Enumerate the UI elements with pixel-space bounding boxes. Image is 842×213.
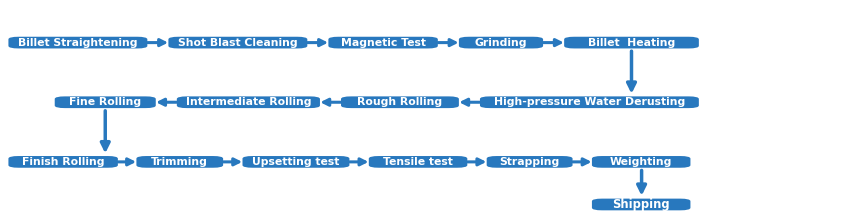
Text: Grinding: Grinding bbox=[475, 38, 527, 47]
Text: Fine Rolling: Fine Rolling bbox=[69, 97, 141, 107]
Text: Shipping: Shipping bbox=[612, 198, 670, 211]
FancyBboxPatch shape bbox=[177, 96, 320, 108]
FancyBboxPatch shape bbox=[487, 156, 573, 168]
FancyBboxPatch shape bbox=[592, 199, 690, 210]
Text: Trimming: Trimming bbox=[152, 157, 208, 167]
Text: Finish Rolling: Finish Rolling bbox=[22, 157, 104, 167]
Text: Upsetting test: Upsetting test bbox=[253, 157, 339, 167]
FancyBboxPatch shape bbox=[8, 37, 147, 48]
FancyBboxPatch shape bbox=[328, 37, 438, 48]
FancyBboxPatch shape bbox=[341, 96, 459, 108]
Text: Strapping: Strapping bbox=[499, 157, 560, 167]
Text: Weighting: Weighting bbox=[610, 157, 673, 167]
FancyBboxPatch shape bbox=[459, 37, 543, 48]
Text: Magnetic Test: Magnetic Test bbox=[341, 38, 425, 47]
FancyBboxPatch shape bbox=[564, 37, 699, 48]
Text: High-pressure Water Derusting: High-pressure Water Derusting bbox=[493, 97, 685, 107]
FancyBboxPatch shape bbox=[592, 156, 690, 168]
FancyBboxPatch shape bbox=[242, 156, 349, 168]
FancyBboxPatch shape bbox=[168, 37, 307, 48]
Text: Billet Straightening: Billet Straightening bbox=[19, 38, 137, 47]
Text: Shot Blast Cleaning: Shot Blast Cleaning bbox=[178, 38, 298, 47]
Text: Billet  Heating: Billet Heating bbox=[588, 38, 675, 47]
Text: Tensile test: Tensile test bbox=[383, 157, 453, 167]
FancyBboxPatch shape bbox=[480, 96, 699, 108]
Text: Intermediate Rolling: Intermediate Rolling bbox=[185, 97, 312, 107]
FancyBboxPatch shape bbox=[136, 156, 223, 168]
FancyBboxPatch shape bbox=[369, 156, 467, 168]
Text: Rough Rolling: Rough Rolling bbox=[357, 97, 443, 107]
FancyBboxPatch shape bbox=[55, 96, 156, 108]
FancyBboxPatch shape bbox=[8, 156, 118, 168]
